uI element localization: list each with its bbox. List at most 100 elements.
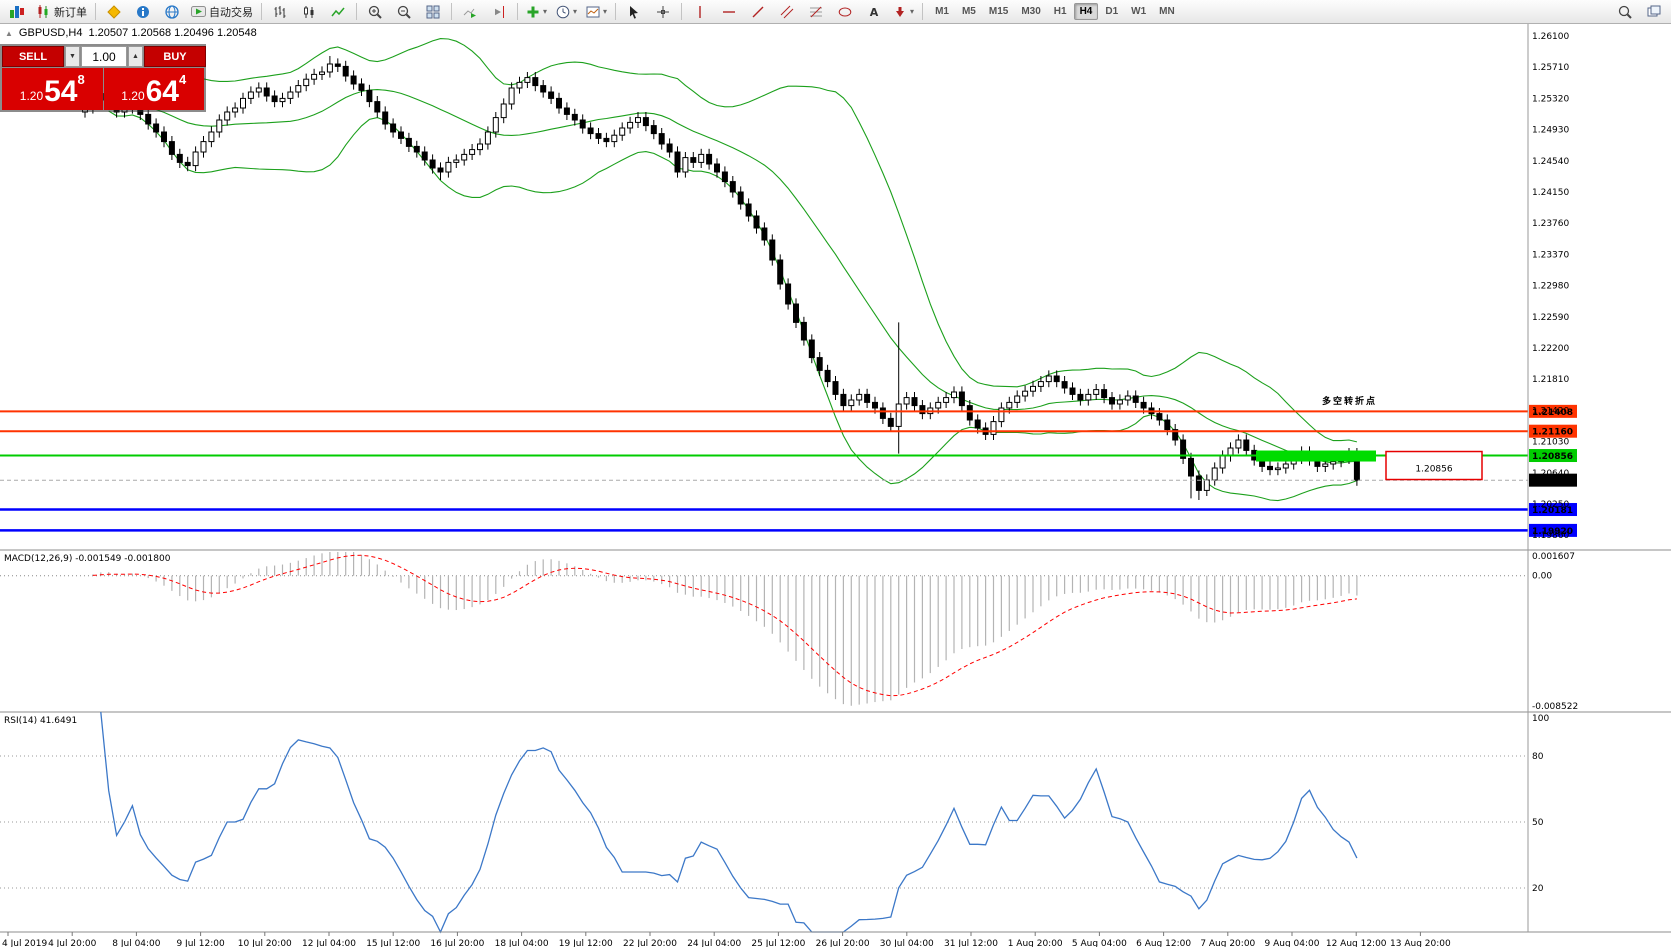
toolbar: 新订单 自动交易 ▾ ▾ ▾ A ▾ M1 M5 M15 M30 H1 H4 D1 W1 MN xyxy=(0,0,1671,24)
timeframe-m1-button[interactable]: M1 xyxy=(935,6,949,17)
buy-button[interactable]: BUY xyxy=(144,46,206,67)
sell-price[interactable]: 1.20 54 8 xyxy=(2,68,103,110)
chart-ohlc-values: 1.20507 1.20568 1.20496 1.20548 xyxy=(88,27,257,39)
channel-button[interactable] xyxy=(773,1,801,23)
volume-decrease-button[interactable]: ▼ xyxy=(65,46,80,67)
chart-shift-button[interactable] xyxy=(485,1,513,23)
search-button[interactable] xyxy=(1611,1,1639,23)
hline-icon xyxy=(722,7,736,17)
shapes-icon xyxy=(838,5,852,19)
crosshair-button[interactable] xyxy=(649,1,677,23)
candle-chart-icon xyxy=(302,5,316,19)
price-callout-box[interactable] xyxy=(1385,450,1483,481)
time-axis-label: 1 Aug 20:00 xyxy=(1008,939,1063,947)
timeframe-d1-button[interactable]: D1 xyxy=(1105,6,1119,17)
time-axis-label: 30 Jul 04:00 xyxy=(880,939,934,947)
community-icon-button[interactable] xyxy=(158,1,186,23)
toolbar-separator xyxy=(356,3,357,20)
rsi-scale-label: 20 xyxy=(1532,884,1544,894)
timeframe-w1-button[interactable]: W1 xyxy=(1131,6,1147,17)
new-order-button[interactable]: 新订单 xyxy=(32,1,91,23)
indicators-button[interactable]: ▾ xyxy=(522,1,551,23)
zoom-in-button[interactable] xyxy=(361,1,389,23)
time-axis-label: 4 Jul 2019 xyxy=(2,939,47,947)
new-order-icon xyxy=(36,4,51,19)
auto-scroll-button[interactable] xyxy=(456,1,484,23)
news-icon-button[interactable] xyxy=(129,1,157,23)
price-axis-label: 1.21420 xyxy=(1532,406,1569,416)
line-chart-button[interactable] xyxy=(324,1,352,23)
timeframe-m30-button[interactable]: M30 xyxy=(1021,6,1041,17)
periods-button[interactable]: ▾ xyxy=(552,1,581,23)
svg-text:A: A xyxy=(870,6,879,19)
price-axis-label: 1.23760 xyxy=(1532,219,1569,229)
app-icon xyxy=(9,4,25,19)
volume-input[interactable] xyxy=(81,46,127,67)
timeframe-m5-button[interactable]: M5 xyxy=(961,6,976,17)
price-callout-text: 1.20856 xyxy=(1415,465,1452,475)
time-axis-label: 5 Aug 04:00 xyxy=(1072,939,1127,947)
bar-chart-button[interactable] xyxy=(266,1,294,23)
sell-button[interactable]: SELL xyxy=(2,46,64,67)
macd-label: MACD(12,26,9) -0.001549 -0.001800 xyxy=(4,554,171,564)
text-icon: A xyxy=(867,5,881,19)
bar-chart-icon xyxy=(273,5,287,19)
timeframe-m15-button[interactable]: M15 xyxy=(988,6,1009,17)
rsi-line xyxy=(100,711,1358,934)
time-axis-label: 12 Jul 04:00 xyxy=(302,939,356,947)
auto-scroll-icon xyxy=(463,5,477,19)
macd-scale-top: 0.001607 xyxy=(1532,552,1575,562)
line-chart-icon xyxy=(331,5,345,19)
sell-price-main: 1.20 xyxy=(19,89,44,103)
price-axis-label: 1.22590 xyxy=(1532,313,1569,323)
cursor-button[interactable] xyxy=(620,1,648,23)
zoom-out-button[interactable] xyxy=(390,1,418,23)
sell-price-big: 54 xyxy=(44,75,78,108)
new-order-button-label: 新订单 xyxy=(54,6,87,19)
one-click-expand-icon[interactable]: ▲ xyxy=(5,28,13,38)
toolbar-separator xyxy=(261,3,262,20)
arrows-button[interactable]: ▾ xyxy=(889,1,918,23)
fibonacci-button[interactable] xyxy=(802,1,830,23)
price-axis-label: 1.23370 xyxy=(1532,250,1569,260)
tile-windows-button[interactable] xyxy=(419,1,447,23)
time-axis-label: 31 Jul 12:00 xyxy=(944,939,998,947)
text-button[interactable]: A xyxy=(860,1,888,23)
vline-icon xyxy=(695,5,705,19)
templates-button[interactable]: ▾ xyxy=(582,1,611,23)
bollinger-upper-band xyxy=(108,38,1358,443)
vertical-line-button[interactable] xyxy=(686,1,714,23)
volume-increase-button[interactable]: ▲ xyxy=(128,46,143,67)
highlight-rectangle[interactable] xyxy=(1256,450,1376,462)
annotation-text[interactable]: 多空转折点 xyxy=(1322,395,1377,407)
rsi-scale-label: 100 xyxy=(1532,714,1549,724)
chart-layout-button[interactable] xyxy=(1640,1,1668,23)
sell-price-sup: 8 xyxy=(77,72,85,87)
timeframe-mn-button[interactable]: MN xyxy=(1159,6,1175,17)
trendline-button[interactable] xyxy=(744,1,772,23)
time-axis-label: 10 Jul 20:00 xyxy=(238,939,292,947)
price-axis-label: 1.25320 xyxy=(1532,94,1569,104)
toolbar-separator xyxy=(517,3,518,20)
price-axis-label: 1.24540 xyxy=(1532,157,1569,167)
autotrading-button[interactable]: 自动交易 xyxy=(187,1,257,23)
macd-histogram xyxy=(92,552,1358,706)
price-axis-label: 1.21030 xyxy=(1532,438,1569,448)
candlestick-chart-button[interactable] xyxy=(295,1,323,23)
bollinger-middle-band xyxy=(108,89,1357,464)
time-axis-label: 26 Jul 20:00 xyxy=(816,939,870,947)
timeframe-h4-button[interactable]: H4 xyxy=(1073,3,1099,20)
zoom-out-icon xyxy=(397,5,411,19)
time-axis-label: 16 Jul 20:00 xyxy=(430,939,484,947)
shapes-button[interactable] xyxy=(831,1,859,23)
time-axis-label: 9 Jul 12:00 xyxy=(176,939,225,947)
alert-icon-button[interactable] xyxy=(100,1,128,23)
rsi-scale-label: 50 xyxy=(1532,818,1544,828)
level-price-tag: 1.19920 xyxy=(1532,527,1573,537)
periods-icon xyxy=(556,5,570,19)
time-axis-label: 22 Jul 20:00 xyxy=(623,939,677,947)
buy-price[interactable]: 1.20 64 4 xyxy=(103,68,204,110)
timeframe-h1-button[interactable]: H1 xyxy=(1053,6,1067,17)
chevron-down-icon: ▾ xyxy=(573,7,578,16)
horizontal-line-button[interactable] xyxy=(715,1,743,23)
